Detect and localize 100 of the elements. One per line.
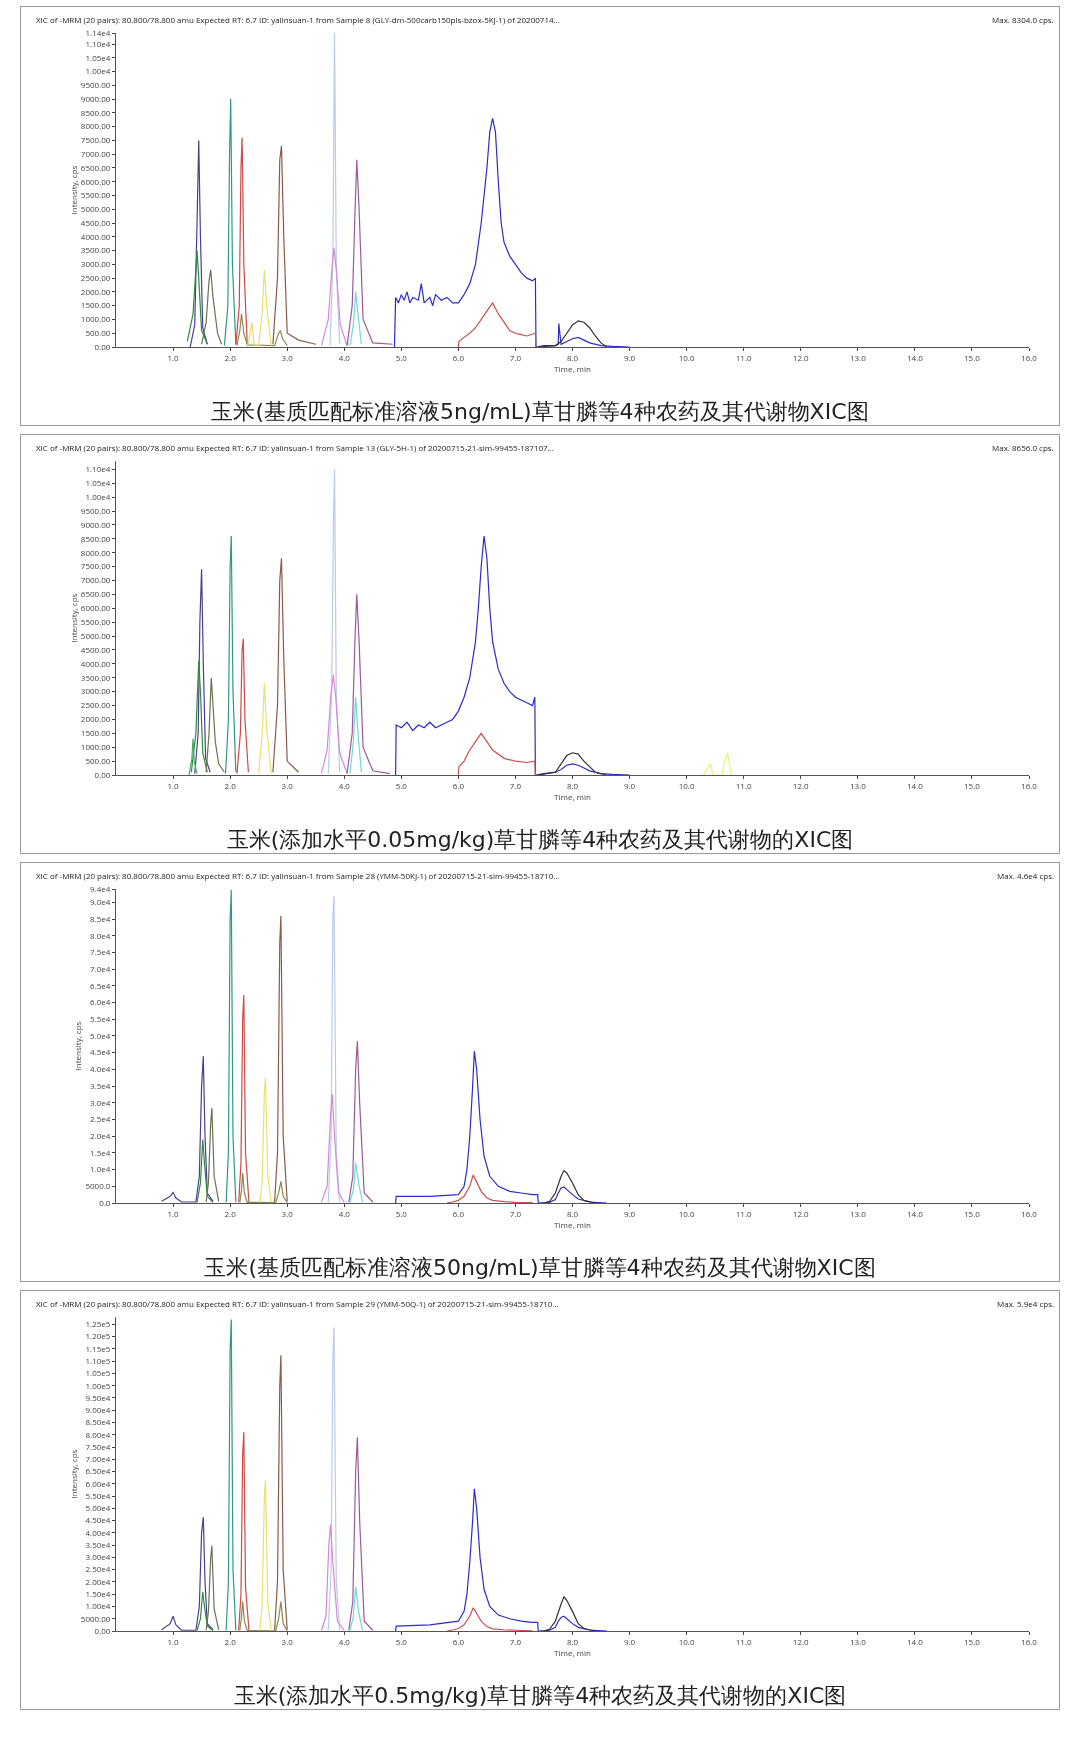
y-tick-label: 4500.00 [80, 216, 111, 228]
y-tick-label: 2000.00 [80, 713, 111, 725]
x-tick-label: 3.0 [281, 779, 294, 791]
y-tick-label: 4000.00 [80, 230, 111, 242]
line-series [446, 1174, 534, 1203]
y-tick-label: 1000.00 [80, 313, 111, 325]
y-tick-label: 9000.00 [80, 92, 111, 104]
line-series [395, 535, 631, 775]
x-tick-label: 4.0 [338, 779, 351, 791]
line-series [348, 1040, 374, 1203]
x-tick-label: 9.0 [623, 1635, 636, 1647]
y-tick-label: 7500.00 [80, 560, 111, 572]
y-tick-label: 3000.00 [80, 258, 111, 270]
y-tick-label: 4.5e4 [90, 1046, 111, 1058]
x-tick-label: 12.0 [792, 1207, 810, 1219]
x-tick-label: 11.0 [735, 779, 753, 791]
y-tick-label: 7000.00 [80, 147, 111, 159]
line-series [393, 117, 631, 347]
x-tick-label: 15.0 [964, 1635, 981, 1647]
line-series [327, 468, 341, 775]
x-tick-label: 12.0 [792, 779, 810, 791]
y-tick-label: 9.4e4 [90, 882, 111, 894]
y-tick-label: 500.00 [85, 327, 111, 339]
y-tick-label: 4.00e4 [85, 1526, 111, 1538]
x-tick-label: 15.0 [964, 779, 981, 791]
line-series [395, 1050, 608, 1203]
y-tick-label: 1500.00 [80, 727, 111, 739]
x-tick-label: 8.0 [566, 1207, 579, 1219]
line-series [272, 145, 317, 345]
y-tick-label: 5500.00 [80, 615, 111, 627]
line-series [196, 1591, 214, 1631]
x-tick-label: 9.0 [623, 779, 636, 791]
y-tick-label: 6500.00 [80, 161, 111, 173]
y-tick-label: 5500.00 [80, 189, 111, 201]
x-tick-label: 7.0 [509, 779, 522, 791]
y-tick-label: 9.0e4 [90, 896, 111, 908]
y-tick-label: 3.50e4 [85, 1538, 111, 1550]
y-tick-label: 5000.0 [85, 1180, 111, 1192]
line-series [395, 1488, 608, 1631]
y-tick-label: 1.05e4 [85, 51, 111, 63]
y-tick-label: 1.5e4 [90, 1146, 111, 1158]
line-series [543, 1596, 596, 1631]
line-series [236, 638, 249, 775]
y-axis-title: Intensity, cps [72, 1021, 84, 1071]
x-tick-label: 3.0 [281, 1207, 294, 1219]
text: XIC of -MRM (20 pairs): 80.800/78.800 amu Expected RT: 6.7 ID: yalinsuan-1 from Sample 8 (GLY-dm-500carb150pls-bzox-5KJ-1) of 20200714... [36, 14, 560, 25]
x-tick-label: 11.0 [735, 1635, 753, 1647]
line-series [238, 994, 250, 1203]
y-tick-label: 7000.00 [80, 574, 111, 586]
y-tick-label: 1.05e5 [85, 1367, 111, 1379]
line-series [457, 302, 537, 347]
y-tick-label: 5000.00 [80, 203, 111, 215]
y-tick-label: 3.00e4 [85, 1551, 111, 1563]
text: XIC of -MRM (20 pairs): 80.800/78.800 amu Expected RT: 6.7 ID: yalinsuan-1 from Sample 29 (YMM-50Q-1) of 20200715-21-sim-99455-18710... [36, 1298, 559, 1309]
line-series [235, 137, 248, 346]
x-tick-label: 2.0 [224, 351, 237, 363]
x-tick-label: 8.0 [566, 1635, 579, 1647]
x-tick-label: 11.0 [735, 351, 753, 363]
y-tick-label: 6.50e4 [85, 1465, 111, 1477]
y-tick-label: 3.5e4 [90, 1079, 111, 1091]
x-tick-label: 10.0 [678, 779, 695, 791]
line-series [543, 1170, 596, 1203]
y-tick-label: 1.20e5 [85, 1330, 111, 1342]
x-tick-label: 16.0 [1021, 1207, 1038, 1219]
y-tick-label: 7500.00 [80, 134, 111, 146]
y-tick-label: 0.00 [94, 340, 111, 352]
y-tick-label: 0.0 [99, 1196, 111, 1208]
x-tick-label: 3.0 [281, 1635, 294, 1647]
line-series [320, 1093, 345, 1203]
y-tick-label: 0.00 [94, 1624, 111, 1636]
y-tick-label: 2.50e4 [85, 1563, 111, 1575]
y-tick-label: 6.5e4 [90, 979, 111, 991]
y-tick-label: 7.0e4 [90, 962, 111, 974]
x-tick-label: 7.0 [509, 1207, 522, 1219]
line-series [320, 1523, 345, 1631]
x-tick-label: 7.0 [509, 351, 522, 363]
x-tick-label: 14.0 [906, 1207, 924, 1219]
y-tick-label: 2500.00 [80, 271, 111, 283]
y-tick-label: 9.50e4 [85, 1391, 111, 1403]
y-tick-label: 7.00e4 [85, 1453, 111, 1465]
line-series [190, 660, 208, 773]
text: Max. 4.6e4 cps. [997, 870, 1055, 881]
y-tick-label: 1.10e4 [85, 37, 111, 49]
y-tick-label: 8500.00 [80, 106, 111, 118]
y-tick-label: 8000.00 [80, 120, 111, 132]
x-tick-label: 1.0 [167, 1635, 180, 1647]
y-tick-label: 3.0e4 [90, 1096, 111, 1108]
x-tick-label: 1.0 [167, 1207, 180, 1219]
line-series [274, 915, 288, 1203]
text: Max. 8656.0 cps. [992, 442, 1054, 453]
line-series [259, 1077, 272, 1203]
x-tick-label: 14.0 [906, 779, 924, 791]
y-tick-label: 6.0e4 [90, 996, 111, 1008]
y-tick-label: 2.0e4 [90, 1129, 111, 1141]
y-tick-label: 6000.00 [80, 602, 111, 614]
line-series [188, 738, 198, 775]
line-series [349, 696, 362, 775]
x-tick-label: 4.0 [338, 1207, 351, 1219]
x-tick-label: 12.0 [792, 1635, 810, 1647]
line-series [537, 752, 608, 775]
